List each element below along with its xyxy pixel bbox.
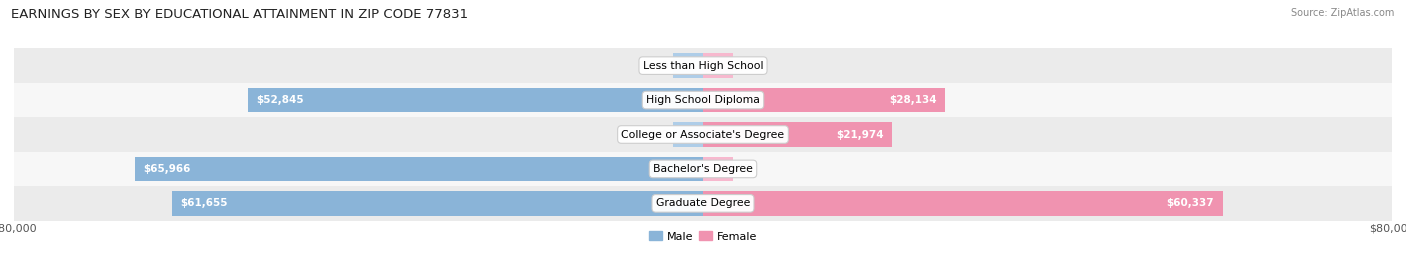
Bar bbox=[14, 48, 1392, 83]
Bar bbox=[703, 88, 945, 112]
Text: Graduate Degree: Graduate Degree bbox=[655, 198, 751, 208]
Text: $0: $0 bbox=[738, 61, 751, 71]
Text: $61,655: $61,655 bbox=[180, 198, 228, 208]
Bar bbox=[14, 117, 1392, 152]
Bar bbox=[135, 157, 703, 181]
Text: $60,337: $60,337 bbox=[1167, 198, 1213, 208]
Text: $28,134: $28,134 bbox=[889, 95, 936, 105]
Bar bbox=[673, 53, 703, 78]
Text: $0: $0 bbox=[738, 164, 751, 174]
Bar bbox=[703, 191, 1223, 216]
Text: $0: $0 bbox=[655, 61, 669, 71]
Text: $65,966: $65,966 bbox=[143, 164, 191, 174]
Text: High School Diploma: High School Diploma bbox=[647, 95, 759, 105]
Bar bbox=[172, 191, 703, 216]
Bar bbox=[14, 83, 1392, 117]
Bar bbox=[703, 122, 893, 147]
Bar bbox=[247, 88, 703, 112]
Text: $0: $0 bbox=[655, 129, 669, 140]
Text: EARNINGS BY SEX BY EDUCATIONAL ATTAINMENT IN ZIP CODE 77831: EARNINGS BY SEX BY EDUCATIONAL ATTAINMEN… bbox=[11, 8, 468, 21]
Bar bbox=[703, 53, 733, 78]
Bar bbox=[14, 152, 1392, 186]
Text: Less than High School: Less than High School bbox=[643, 61, 763, 71]
Text: $21,974: $21,974 bbox=[837, 129, 883, 140]
Bar bbox=[14, 186, 1392, 221]
Bar bbox=[673, 122, 703, 147]
Text: College or Associate's Degree: College or Associate's Degree bbox=[621, 129, 785, 140]
Text: Source: ZipAtlas.com: Source: ZipAtlas.com bbox=[1291, 8, 1395, 18]
Legend: Male, Female: Male, Female bbox=[644, 227, 762, 246]
Bar bbox=[703, 157, 733, 181]
Text: Bachelor's Degree: Bachelor's Degree bbox=[652, 164, 754, 174]
Text: $52,845: $52,845 bbox=[256, 95, 304, 105]
